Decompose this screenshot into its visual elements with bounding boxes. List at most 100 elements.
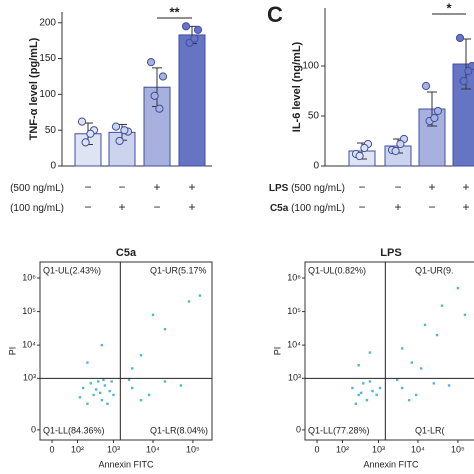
y-tick-label: 50 [45,125,57,136]
event-dot [440,304,444,307]
condition-mark: + [188,200,195,214]
bar [178,34,206,167]
y-axis-label: PI [272,347,282,356]
condition-dose: (500 ng/mL) [291,183,345,194]
x-tick-label: 10⁵ [451,444,465,454]
quadrant-label: Q1-UL(2.43%) [43,265,101,275]
y-tick-label: 10⁶ [287,272,301,282]
x-tick-label: 10⁵ [186,444,200,454]
data-point [396,139,405,149]
condition-mark: + [394,200,401,214]
event-dot [351,386,354,390]
data-point [86,129,95,138]
condition-agent: C5a [270,203,291,214]
condition-dose: (500 ng/mL) [10,183,64,194]
event-dot [357,393,360,397]
event-dot [127,378,131,382]
y-tick-label: 10⁶ [22,272,36,282]
y-tick-label: 0 [313,161,319,172]
data-point [77,117,87,126]
x-tick-label: 10⁴ [411,444,425,454]
x-axis-label: Annexin FITC [98,459,154,469]
event-dot [419,367,423,370]
x-tick-label: 0 [50,444,55,454]
event-dot [108,389,111,393]
condition-mark: − [153,200,160,214]
x-tick-label: 0 [315,444,320,454]
x-axis-label: Annexin FITC [363,459,419,469]
event-dot [359,391,363,395]
plot-frame [39,261,213,441]
y-tick-label: 10³ [288,373,301,383]
y-tick-label: 10⁵ [22,306,36,316]
y-tick-label: 10³ [23,373,36,383]
data-point [81,138,90,147]
event-dot [179,384,183,387]
condition-mark: + [153,180,160,194]
event-dot [357,364,360,367]
condition-mark: − [428,200,435,214]
y-tick-label: 0 [50,161,56,172]
data-point [391,146,400,156]
event-dot [187,300,191,303]
quadrant-label: Q1-UR(9. [415,265,454,275]
chart-title: C5a [116,247,137,259]
bar [108,131,136,167]
data-point [181,22,191,31]
data-point [360,143,369,153]
y-tick-label: 150 [39,53,56,64]
data-point [459,76,468,86]
y-axis-label: PI [7,347,17,356]
condition-mark: − [358,200,365,214]
event-dot [410,361,414,364]
y-tick-label: 50 [308,111,320,122]
condition-mark: + [118,200,125,214]
event-dot [112,393,115,397]
quadrant-label: Q1-UR(5.17% [150,265,207,275]
plot-frame [304,261,474,441]
data-point [146,58,156,67]
event-dot [407,398,411,402]
panel-label: C [267,2,283,27]
event-dot [100,343,104,347]
data-point [455,33,465,43]
condition-agent: LPS [269,183,291,194]
y-tick-label: 10⁵ [287,306,301,316]
event-dot [368,380,372,383]
event-dot [81,386,85,390]
condition-label: LPS (500 ng/mL) [269,183,345,194]
data-point [150,91,159,100]
event-dot [106,402,109,405]
event-dot [86,361,89,364]
event-dot [432,382,436,385]
event-dot [89,382,93,385]
data-point [111,122,121,131]
event-dot [435,333,439,337]
significance-label: * [446,0,452,15]
x-tick-label: 10³ [107,444,120,454]
data-point [120,126,129,135]
y-axis-label: IL-6 level (ng/mL) [291,41,303,132]
data-point [464,66,473,76]
significance-label: ** [169,4,180,19]
chart-title: LPS [380,247,401,259]
condition-dose: (100 ng/mL) [291,203,345,214]
data-point [433,106,443,116]
event-dot [423,323,427,327]
quadrant-label: Q1-LL(77.28%) [308,425,370,435]
data-point [355,151,364,161]
y-tick-label: 0 [296,424,301,434]
event-dot [78,396,82,399]
event-dot [375,393,378,397]
data-point [421,81,431,91]
event-dot [354,402,358,405]
event-dot [100,398,104,402]
event-dot [371,389,374,393]
data-point [158,72,168,81]
condition-label: C5a (100 ng/mL) [270,203,345,214]
event-dot [365,398,369,402]
event-dot [130,386,134,390]
x-tick-label: 10² [71,444,84,454]
y-axis-label: TNF-α level (pg/mL) [28,37,40,140]
